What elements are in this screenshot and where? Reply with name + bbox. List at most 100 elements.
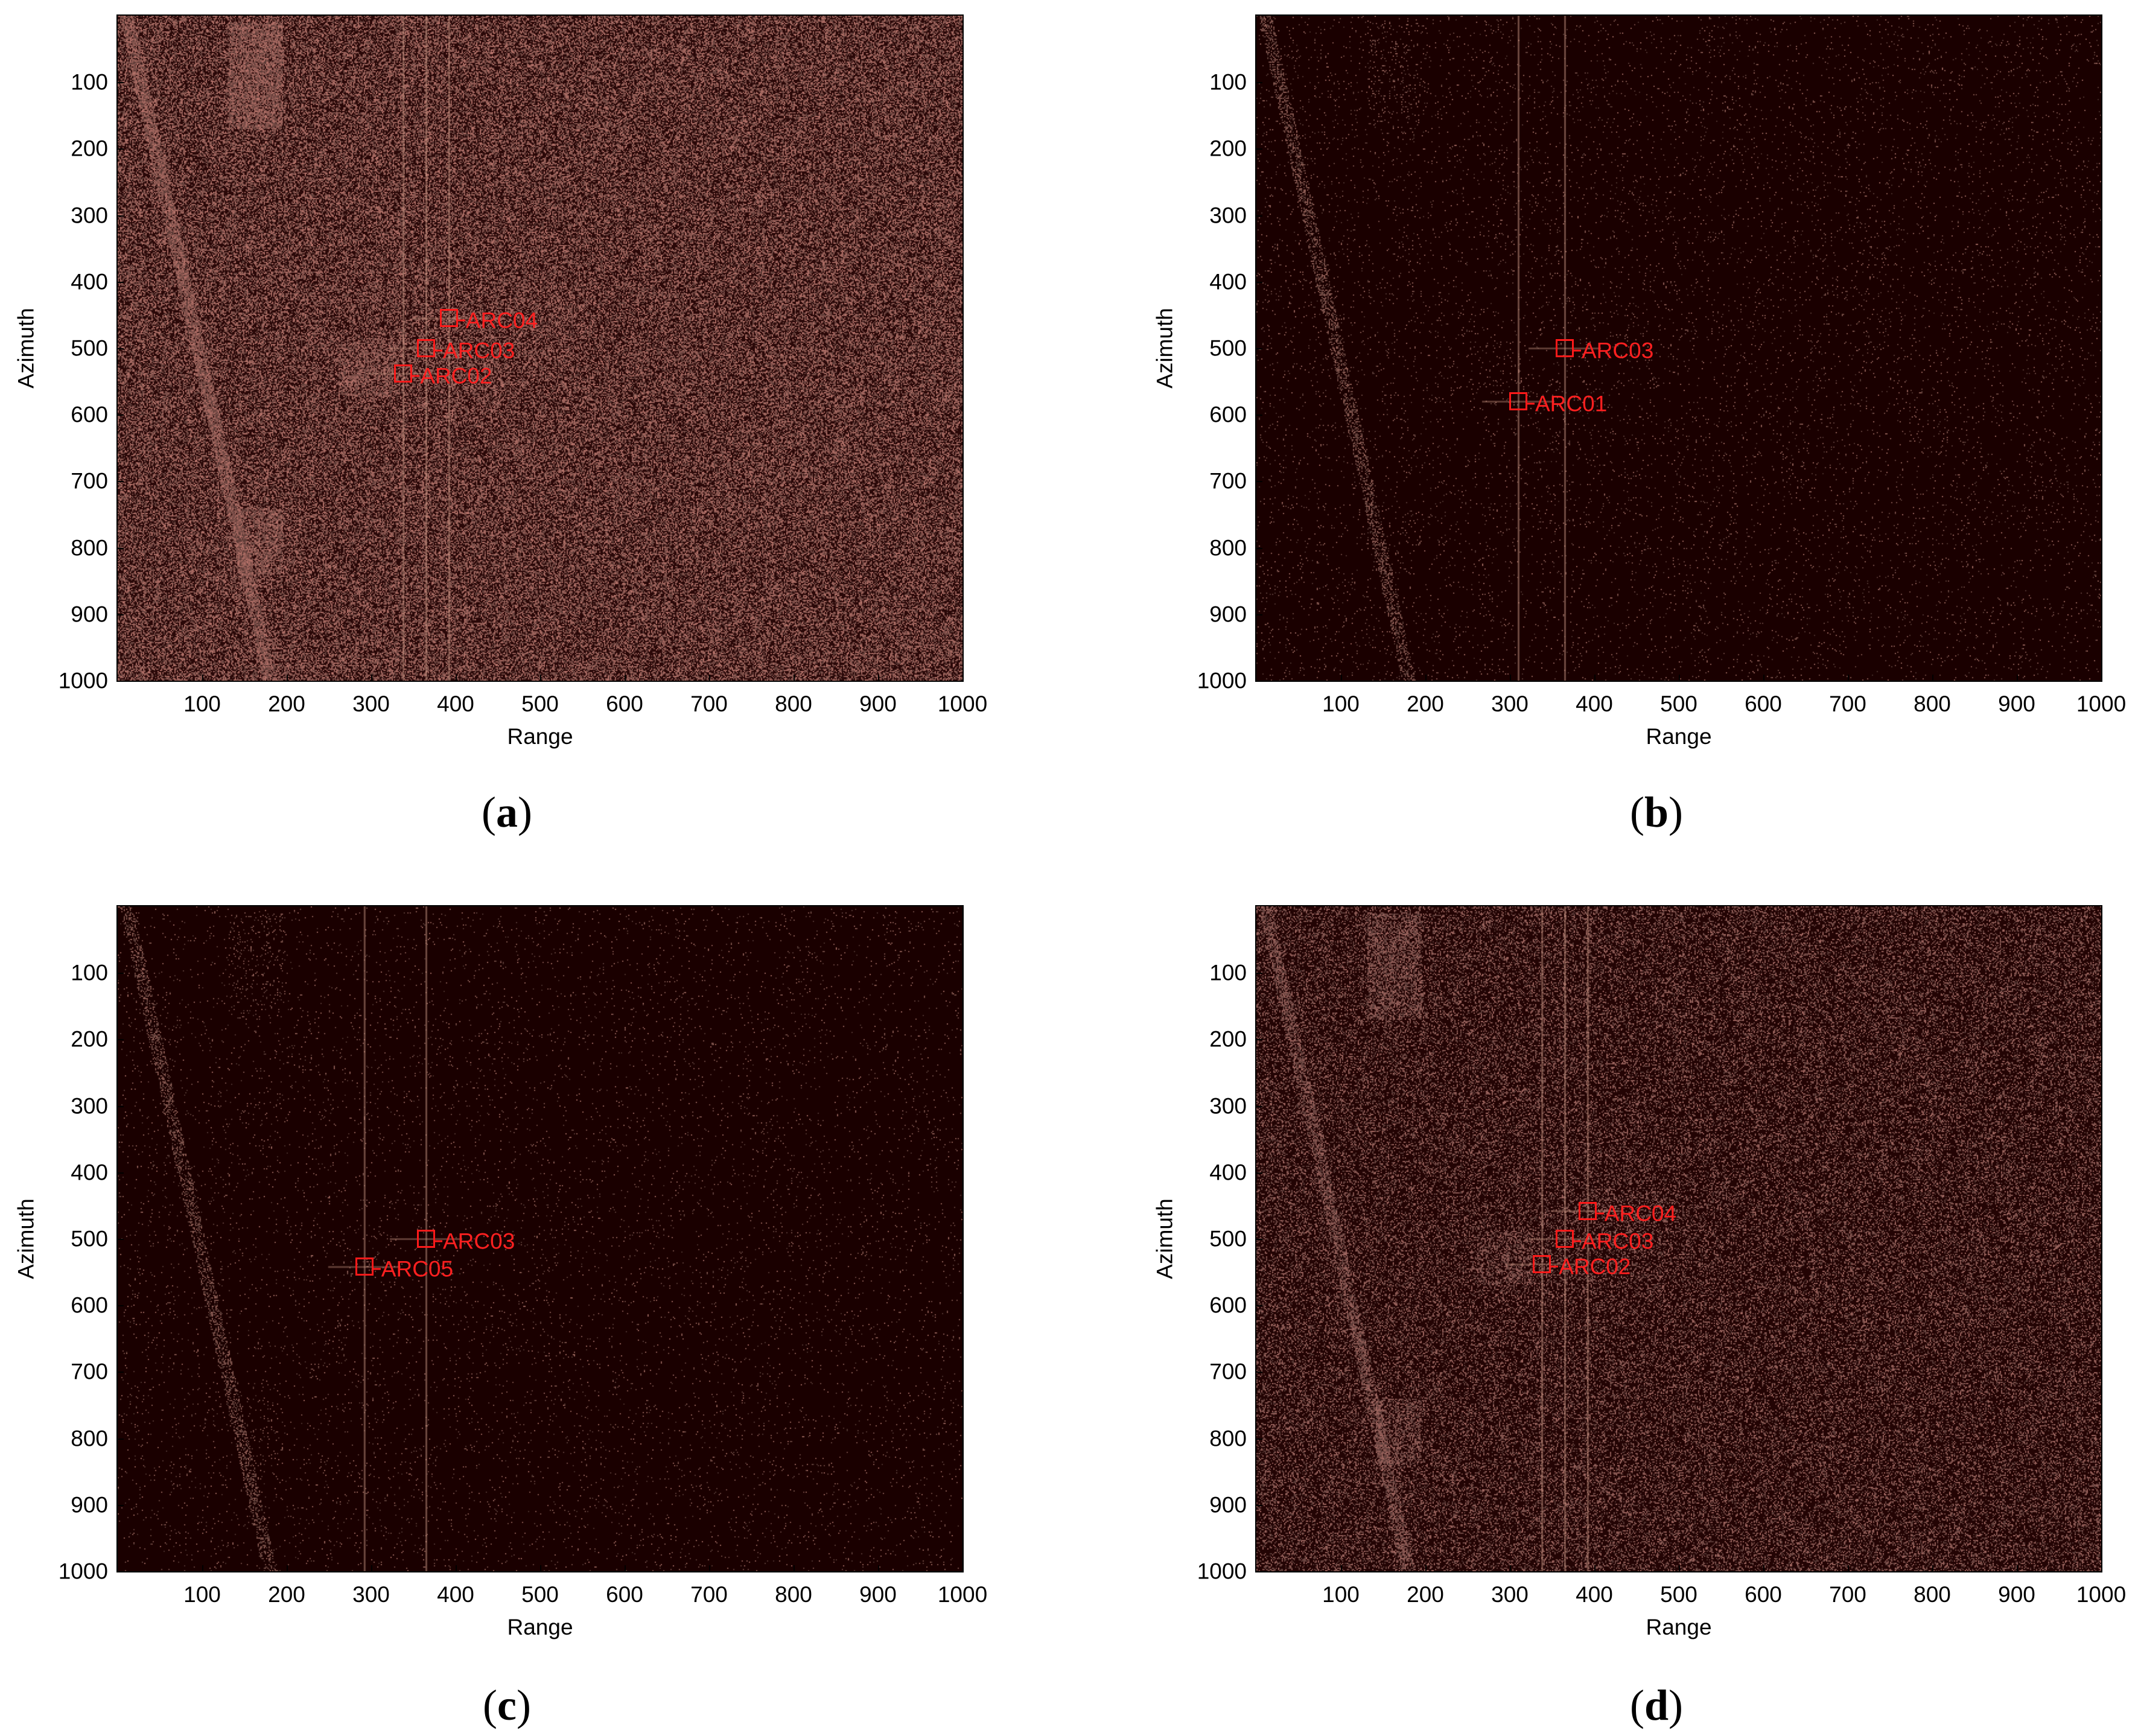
y-tick-mark	[1256, 1305, 1262, 1307]
y-tick-label: 100	[71, 69, 108, 95]
x-tick-mark	[1341, 1565, 1342, 1571]
y-tick-label: 1000	[1197, 668, 1247, 693]
sar-image-canvas	[1256, 906, 2101, 1571]
y-tick-mark	[1256, 681, 1262, 682]
x-tick-label: 400	[437, 692, 474, 716]
x-tick-mark	[202, 1565, 203, 1571]
x-tick-label: 300	[352, 1582, 390, 1607]
x-tick-mark	[371, 675, 372, 681]
x-tick-label: 900	[1998, 1582, 2035, 1607]
marker-leader-line	[1527, 402, 1535, 405]
x-tick-label: 200	[1407, 692, 1444, 716]
target-label: ARC04	[1604, 1201, 1677, 1226]
x-tick-mark	[709, 1565, 710, 1571]
y-tick-label: 200	[1209, 1026, 1247, 1052]
y-tick-mark	[118, 1239, 124, 1240]
marker-leader-line	[1574, 1240, 1581, 1242]
y-tick-label: 500	[1209, 1226, 1247, 1251]
y-tick-mark	[1256, 1571, 1262, 1572]
target-marker	[417, 1230, 435, 1248]
y-tick-mark	[118, 415, 124, 416]
x-tick-mark	[2017, 675, 2018, 681]
y-tick-mark	[118, 547, 124, 549]
y-tick-label: 900	[1209, 1492, 1247, 1518]
y-tick-mark	[1256, 82, 1262, 84]
x-tick-label: 100	[183, 1582, 221, 1607]
y-tick-label: 600	[71, 1292, 108, 1318]
y-tick-mark	[118, 614, 124, 615]
y-tick-mark	[118, 973, 124, 975]
x-tick-label: 800	[1914, 692, 1951, 716]
x-tick-label: 900	[859, 1582, 897, 1607]
y-tick-label: 300	[71, 203, 108, 228]
y-tick-label: 200	[1209, 136, 1247, 161]
y-tick-label: 800	[1209, 1426, 1247, 1451]
y-tick-label: 700	[1209, 468, 1247, 494]
y-tick-label: 200	[71, 1026, 108, 1052]
x-axis-title: Range	[1646, 1615, 1712, 1639]
y-tick-label: 300	[71, 1093, 108, 1119]
sar-image	[116, 905, 964, 1572]
x-tick-mark	[287, 675, 288, 681]
x-tick-label: 1000	[937, 1582, 988, 1607]
y-tick-mark	[118, 1172, 124, 1174]
y-tick-label: 1000	[58, 1559, 108, 1584]
y-tick-label: 100	[1209, 69, 1247, 95]
target-marker	[417, 339, 435, 357]
y-tick-mark	[1256, 415, 1262, 416]
target-marker	[355, 1257, 374, 1276]
panel-caption-letter: d	[1644, 1681, 1669, 1729]
x-tick-mark	[371, 1565, 372, 1571]
x-tick-mark	[962, 1565, 964, 1571]
y-tick-label: 800	[71, 535, 108, 561]
x-tick-label: 700	[1829, 1582, 1866, 1607]
x-tick-mark	[1425, 1565, 1427, 1571]
y-tick-label: 700	[71, 1359, 108, 1384]
x-tick-mark	[625, 1565, 626, 1571]
y-tick-label: 400	[1209, 269, 1247, 294]
target-label: ARC03	[1582, 1229, 1654, 1254]
x-tick-mark	[287, 1565, 288, 1571]
y-tick-mark	[1256, 1504, 1262, 1506]
marker-leader-line	[457, 319, 465, 322]
y-tick-mark	[1256, 1105, 1262, 1107]
marker-leader-line	[1596, 1212, 1604, 1215]
panel-caption: (a)	[482, 788, 532, 836]
y-tick-mark	[1256, 215, 1262, 217]
y-tick-mark	[118, 1105, 124, 1107]
marker-leader-line	[435, 1240, 442, 1242]
y-tick-label: 600	[1209, 402, 1247, 427]
x-tick-mark	[1510, 675, 1511, 681]
y-tick-mark	[118, 481, 124, 483]
y-tick-label: 1000	[1197, 1559, 1247, 1584]
x-tick-label: 600	[1745, 692, 1782, 716]
x-tick-label: 700	[690, 692, 728, 716]
y-tick-mark	[118, 1571, 124, 1572]
y-tick-mark	[118, 82, 124, 84]
x-tick-label: 200	[1407, 1582, 1444, 1607]
y-tick-label: 900	[71, 1492, 108, 1518]
x-tick-label: 100	[183, 692, 221, 716]
x-tick-label: 500	[1660, 692, 1697, 716]
sar-image-canvas	[118, 16, 962, 681]
marker-leader-line	[412, 375, 420, 377]
x-tick-mark	[540, 1565, 541, 1571]
y-tick-label: 300	[1209, 203, 1247, 228]
x-tick-mark	[202, 675, 203, 681]
panel-caption: (d)	[1629, 1681, 1684, 1729]
x-tick-label: 500	[521, 1582, 559, 1607]
x-tick-label: 500	[1660, 1582, 1697, 1607]
y-tick-label: 800	[1209, 535, 1247, 561]
marker-leader-line	[435, 349, 442, 352]
y-axis-title: Azimuth	[1152, 1198, 1177, 1279]
target-marker	[1509, 392, 1527, 411]
x-tick-mark	[1510, 1565, 1511, 1571]
x-tick-mark	[878, 675, 879, 681]
y-tick-mark	[1256, 1438, 1262, 1440]
x-tick-mark	[1763, 1565, 1764, 1571]
x-tick-mark	[456, 675, 457, 681]
target-marker	[1556, 1230, 1574, 1248]
x-tick-label: 700	[1829, 692, 1866, 716]
x-tick-label: 900	[859, 692, 897, 716]
